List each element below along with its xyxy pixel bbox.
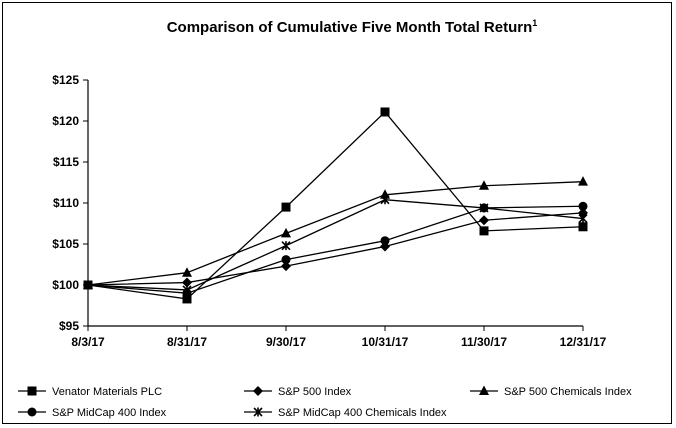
legend-marker: [253, 386, 263, 396]
data-point-venator-materials-plc: [578, 222, 588, 232]
data-point-sp-midcap-400-chemicals-index: [281, 241, 291, 251]
y-tick-label: $105: [52, 237, 79, 251]
data-point-sp-midcap-400-chemicals-index: [380, 195, 390, 205]
legend-label: S&P MidCap 400 Chemicals Index: [278, 407, 447, 419]
data-point-sp-midcap-400-chemicals-index: [479, 203, 489, 213]
legend-label: Venator Materials PLC: [52, 386, 162, 398]
data-point-sp-500-index: [281, 261, 291, 272]
x-tick-label: 9/30/17: [266, 335, 306, 349]
chart-title-text: Comparison of Cumulative Five Month Tota…: [167, 19, 533, 36]
legend-item: S&P MidCap 400 Chemicals Index: [244, 407, 447, 419]
chart-title-superscript: 1: [532, 18, 537, 28]
series-line-sp-midcap-400-index: [87, 205, 584, 294]
x-tick-label: 10/31/17: [362, 335, 409, 349]
data-point-sp-500-chemicals-index: [281, 227, 291, 238]
series-venator-materials-plc: [83, 107, 588, 304]
legend-item: S&P 500 Chemicals Index: [470, 385, 632, 398]
legend-item: S&P MidCap 400 Index: [18, 407, 167, 419]
data-point-sp-midcap-400-index: [380, 236, 390, 246]
x-tick-label: 12/31/17: [560, 335, 607, 349]
series-sp-midcap-400-chemicals-index: [83, 195, 588, 295]
series-line-venator-materials-plc: [87, 111, 584, 300]
data-point-venator-materials-plc: [380, 107, 390, 117]
legend-marker: [253, 407, 263, 417]
legend-label: S&P 500 Chemicals Index: [504, 386, 632, 398]
data-point-sp-midcap-400-chemicals-index: [182, 285, 192, 295]
y-tick-label: $110: [53, 196, 79, 210]
x-axis-ticks: 8/3/17 8/31/17 9/30/17 10/31/17 11/30/17 12/3…: [71, 326, 607, 349]
chart-title: Comparison of Cumulative Five Month Tota…: [167, 18, 538, 36]
x-tick-label: 11/30/17: [461, 335, 507, 349]
y-tick-label: $115: [53, 155, 79, 169]
data-point-sp-500-index: [479, 215, 489, 226]
series-sp-500-chemicals-index: [83, 176, 588, 289]
data-point-sp-midcap-400-chemicals-index: [578, 214, 588, 224]
series-line-sp-midcap-400-chemicals-index: [87, 199, 584, 291]
data-point-sp-500-chemicals-index: [578, 176, 588, 186]
data-point-venator-materials-plc: [182, 294, 192, 304]
legend-label: S&P MidCap 400 Index: [52, 407, 167, 419]
legend-marker: [479, 385, 489, 395]
legend-item: S&P 500 Index: [244, 386, 352, 398]
series-layer: [83, 107, 588, 304]
legend-marker: [27, 407, 37, 417]
x-tick-label: 8/3/17: [71, 335, 105, 349]
y-tick-label: $95: [59, 319, 79, 333]
data-point-sp-midcap-400-index: [281, 255, 291, 265]
y-tick-label: $120: [52, 114, 79, 128]
y-axis-ticks: $95 $100 $105 $110 $115 $120 $125: [52, 73, 88, 333]
data-point-sp-midcap-400-index: [578, 201, 588, 211]
legend: Venator Materials PLC S&P 500 Index S&P 50…: [18, 385, 632, 419]
series-line-sp-500-chemicals-index: [87, 181, 584, 286]
y-tick-label: $125: [52, 73, 79, 87]
data-point-sp-500-index: [182, 277, 192, 288]
legend-marker: [27, 386, 37, 396]
data-point-sp-500-chemicals-index: [182, 267, 192, 277]
data-point-venator-materials-plc: [479, 226, 489, 236]
legend-label: S&P 500 Index: [278, 386, 352, 398]
data-point-venator-materials-plc: [281, 202, 291, 212]
series-sp-500-index: [83, 207, 588, 290]
data-point-sp-500-chemicals-index: [479, 180, 489, 190]
series-line-sp-500-index: [87, 212, 584, 286]
legend-item: Venator Materials PLC: [18, 386, 162, 398]
data-point-sp-midcap-400-chemicals-index: [83, 280, 93, 290]
x-tick-label: 8/31/17: [167, 335, 207, 349]
y-tick-label: $100: [52, 278, 79, 292]
